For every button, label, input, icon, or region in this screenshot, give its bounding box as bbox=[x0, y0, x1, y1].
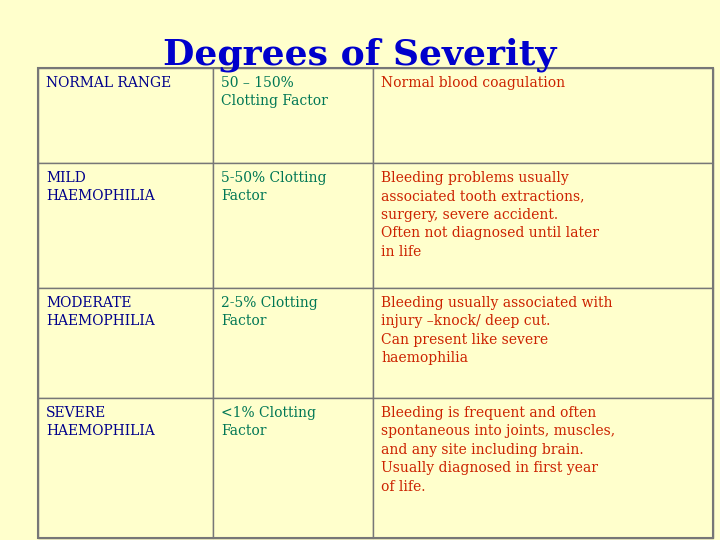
Bar bbox=[373, 288, 713, 398]
Bar bbox=[213, 163, 373, 288]
Text: MODERATE
HAEMOPHILIA: MODERATE HAEMOPHILIA bbox=[46, 296, 155, 328]
Bar bbox=[213, 398, 373, 538]
Bar bbox=[38, 68, 713, 538]
Bar bbox=[38, 163, 213, 288]
Text: <1% Clotting
Factor: <1% Clotting Factor bbox=[221, 406, 316, 438]
Text: Degrees of Severity: Degrees of Severity bbox=[163, 38, 557, 72]
Bar bbox=[373, 398, 713, 538]
Text: NORMAL RANGE: NORMAL RANGE bbox=[46, 76, 171, 90]
Text: SEVERE
HAEMOPHILIA: SEVERE HAEMOPHILIA bbox=[46, 406, 155, 438]
Text: Bleeding is frequent and often
spontaneous into joints, muscles,
and any site in: Bleeding is frequent and often spontaneo… bbox=[381, 406, 615, 494]
Text: 2-5% Clotting
Factor: 2-5% Clotting Factor bbox=[221, 296, 318, 328]
Text: 50 – 150%
Clotting Factor: 50 – 150% Clotting Factor bbox=[221, 76, 328, 109]
Bar bbox=[373, 68, 713, 163]
Bar bbox=[213, 68, 373, 163]
Bar bbox=[38, 68, 213, 163]
Text: Normal blood coagulation: Normal blood coagulation bbox=[381, 76, 565, 90]
Text: 5-50% Clotting
Factor: 5-50% Clotting Factor bbox=[221, 171, 326, 204]
Bar bbox=[213, 288, 373, 398]
Text: Bleeding usually associated with
injury –knock/ deep cut.
Can present like sever: Bleeding usually associated with injury … bbox=[381, 296, 613, 365]
Bar bbox=[38, 288, 213, 398]
Text: MILD
HAEMOPHILIA: MILD HAEMOPHILIA bbox=[46, 171, 155, 204]
Bar bbox=[373, 163, 713, 288]
Text: Bleeding problems usually
associated tooth extractions,
surgery, severe accident: Bleeding problems usually associated too… bbox=[381, 171, 599, 259]
Bar bbox=[38, 398, 213, 538]
